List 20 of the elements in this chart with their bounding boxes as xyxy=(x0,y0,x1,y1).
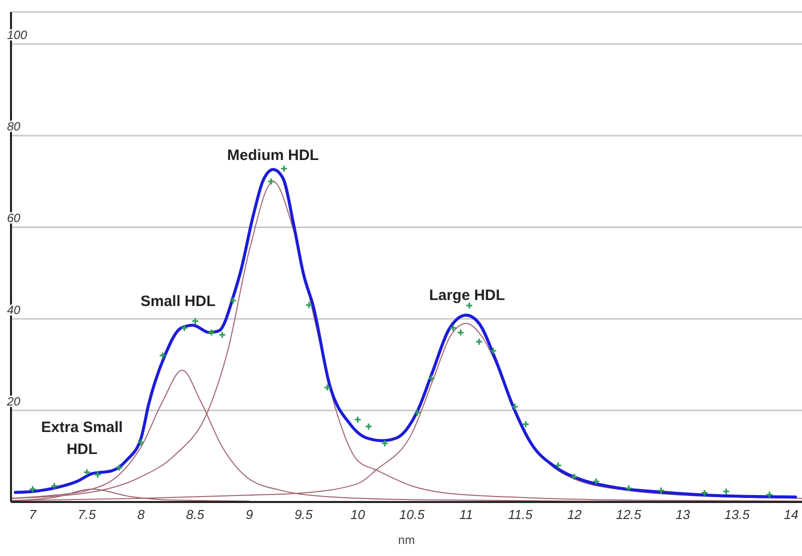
x-tick-label: 11.5 xyxy=(508,507,534,522)
x-tick-label: 13.5 xyxy=(724,507,750,522)
x-tick-label: 10.5 xyxy=(399,507,426,522)
x-tick-label: 13 xyxy=(676,507,691,522)
annotation: Extra Small HDL xyxy=(41,419,123,458)
x-tick-label: 7.5 xyxy=(78,507,97,522)
x-tick-label: 10 xyxy=(350,507,366,522)
x-tick-label: 8 xyxy=(137,507,146,522)
annotation: Medium HDL xyxy=(227,147,319,164)
x-tick-label: 12 xyxy=(567,507,582,522)
x-tick-label: 8.5 xyxy=(186,507,206,522)
annotation: Large HDL xyxy=(429,287,505,304)
x-tick-label: 9 xyxy=(246,507,253,522)
x-tick-label: 12.5 xyxy=(616,507,642,522)
x-tick-label: 7 xyxy=(29,507,38,522)
x-tick-label: 9.5 xyxy=(294,507,314,522)
annotation: Small HDL xyxy=(140,293,216,310)
x-tick-label: 11 xyxy=(459,507,473,522)
x-tick-label: 14 xyxy=(784,507,798,522)
x-axis-title: nm xyxy=(398,533,415,547)
